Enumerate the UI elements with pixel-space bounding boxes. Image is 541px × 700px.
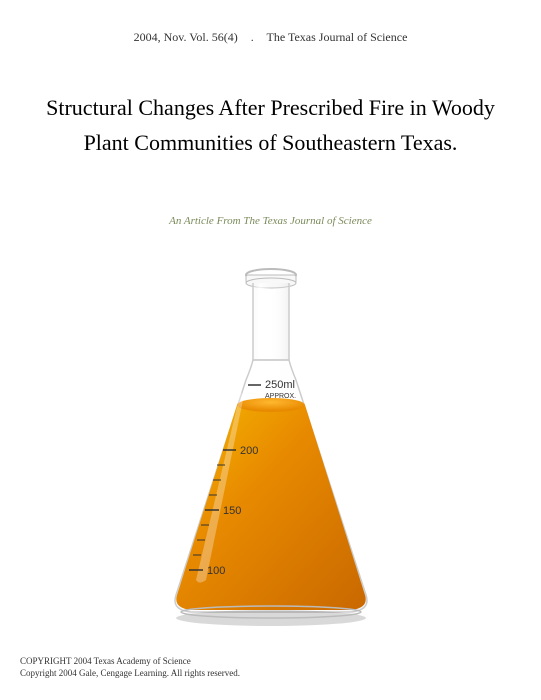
header-separator: .: [251, 30, 254, 44]
copyright-line-1: COPYRIGHT 2004 Texas Academy of Science: [20, 655, 240, 668]
article-subtitle: An Article From The Texas Journal of Sci…: [0, 215, 541, 227]
copyright-notice: COPYRIGHT 2004 Texas Academy of Science …: [20, 655, 240, 680]
flask-mark-100: 100: [207, 565, 225, 577]
copyright-line-2: Copyright 2004 Gale, Cengage Learning. A…: [20, 667, 240, 680]
flask-illustration: 250ml APPROX. 200 150 100: [141, 260, 401, 630]
flask-label-approx: APPROX.: [265, 393, 296, 400]
erlenmeyer-flask-icon: 250ml APPROX. 200 150 100: [141, 260, 401, 630]
header: 2004, Nov. Vol. 56(4) . The Texas Journa…: [0, 30, 541, 45]
issue-info: 2004, Nov. Vol. 56(4): [134, 30, 238, 44]
journal-name: The Texas Journal of Science: [267, 30, 408, 44]
flask-label-250: 250ml: [265, 379, 295, 391]
article-title: Structural Changes After Prescribed Fire…: [40, 90, 501, 160]
flask-mark-150: 150: [223, 505, 241, 517]
flask-mark-200: 200: [240, 445, 258, 457]
